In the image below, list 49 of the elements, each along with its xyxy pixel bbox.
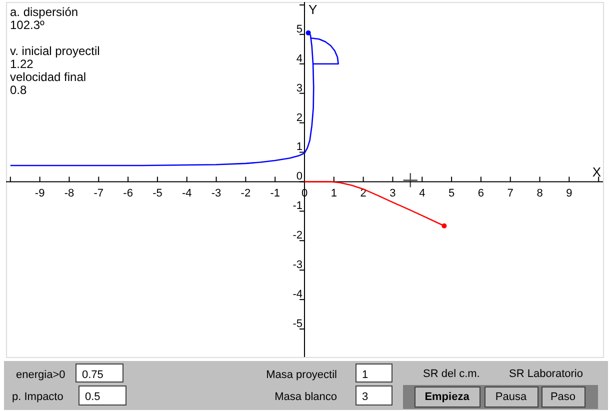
annotation: velocidad final [10,70,86,84]
annotation: 102.3º [10,18,46,32]
text: 3 [362,391,368,403]
x-tick-label: 6 [478,188,484,200]
y-tick-label: 5 [296,23,302,36]
y-tick-label: 2 [296,112,302,124]
text: Paso [550,391,576,403]
text: 0.75 [82,369,104,381]
x-axis-title: X [592,164,602,180]
x-tick-label: -5 [152,188,162,200]
x-tick-label: -6 [123,188,133,200]
x-tick-label: 5 [448,188,455,200]
annotation: v. inicial proyectil [10,44,100,58]
y-axis-title: Y [308,2,318,17]
y-tick-label: -5 [292,318,302,330]
y-tick-label: 4 [296,52,302,65]
text: Pausa [495,391,528,403]
x-tick-label: -1 [270,188,280,200]
annotation: 0.8 [10,83,28,97]
text: SR Laboratorio [509,368,583,380]
annotation: a. dispersión [10,5,78,19]
text: SR del c.m. [423,368,480,380]
x-tick-label: 4 [419,188,426,200]
text: Masa proyectil [266,369,337,381]
y-tick-label: -4 [292,288,302,301]
x-tick-label: 8 [536,188,543,200]
x-tick-label: 3 [390,188,396,200]
text: Empieza [424,391,470,403]
x-tick-label: -9 [34,188,45,200]
text: p. Impacto [12,391,64,403]
x-tick-label: -8 [64,188,74,200]
x-tick-label: -2 [240,188,251,200]
x-tick-label: 1 [330,188,337,200]
text: Masa blanco [274,391,337,403]
text: energia>0 [16,369,66,381]
x-tick-label: -7 [94,188,104,200]
y-tick-label: 3 [296,82,302,94]
y-tick-label: -2 [292,230,302,242]
y-tick-label: 0 [296,170,302,183]
x-tick-label: 7 [507,188,514,200]
x-tick-label: 9 [566,188,572,200]
y-tick-label: 1 [296,141,302,154]
y-tick-label: -1 [292,200,302,212]
y-tick-label: -3 [292,259,302,272]
x-tick-label: -3 [211,188,222,200]
x-tick-label: -4 [182,188,192,200]
text: 0.5 [85,391,100,403]
text: 1 [362,369,368,381]
annotation: 1.22 [10,57,34,71]
